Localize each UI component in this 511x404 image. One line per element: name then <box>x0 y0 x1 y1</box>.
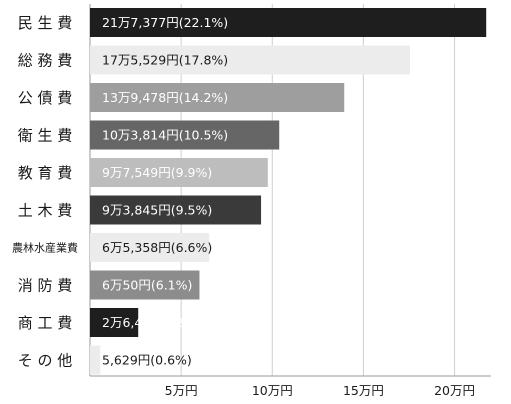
bar-value-label-5: 9万3,845円(9.5%) <box>102 203 212 218</box>
bar-value-label-3: 10万3,814円(10.5%) <box>102 128 228 143</box>
bar-value-label-8: 2万6,453円(2.7%) <box>102 315 212 330</box>
category-label-7: 消 防 費 <box>18 277 73 295</box>
category-label-9: そ の 他 <box>18 352 73 370</box>
bars: 21万7,377円(22.1%) 17万5,529円(17.8%) 13万9,478… <box>90 8 487 375</box>
bar-4 <box>90 158 268 187</box>
bar-8 <box>90 308 139 337</box>
bar-value-label-2: 13万9,478円(14.2%) <box>102 90 228 105</box>
bar-0 <box>90 8 487 37</box>
x-tick-label-0: 5万円 <box>165 383 198 398</box>
bar-value-label-9: 5,629円(0.6%) <box>102 353 192 368</box>
bar-6 <box>90 233 210 262</box>
category-label-8: 商 工 費 <box>18 314 73 332</box>
bar-value-label-4: 9万7,549円(9.9%) <box>102 165 212 180</box>
bar-7 <box>90 270 200 300</box>
x-tick-label-2: 15万円 <box>343 383 384 398</box>
category-label-1: 総 務 費 <box>18 52 73 70</box>
category-label-3: 衛 生 費 <box>18 127 73 145</box>
x-tick-label-1: 10万円 <box>252 383 293 398</box>
bar-value-label-1: 17万5,529円(17.8%) <box>102 53 228 68</box>
category-label-6: 農林水産業費 <box>12 241 78 255</box>
bar-value-label-6: 6万5,358円(6.6%) <box>102 240 212 255</box>
x-tick-label-3: 20万円 <box>434 383 475 398</box>
bar-1 <box>90 45 410 75</box>
category-label-4: 教 育 費 <box>18 164 73 182</box>
bar-2 <box>90 83 345 112</box>
bar-value-label-7: 6万50円(6.1%) <box>102 278 192 293</box>
category-label-5: 土 木 費 <box>18 202 73 220</box>
bar-9 <box>90 345 101 375</box>
category-label-2: 公 債 費 <box>18 89 73 107</box>
x-tick-labels: 5万円 10万円 15万円 20万円 <box>165 383 475 398</box>
bar-5 <box>90 195 262 225</box>
category-label-0: 民 生 費 <box>18 14 73 32</box>
bar-3 <box>90 120 280 150</box>
bar-value-label-0: 21万7,377円(22.1%) <box>102 15 228 30</box>
